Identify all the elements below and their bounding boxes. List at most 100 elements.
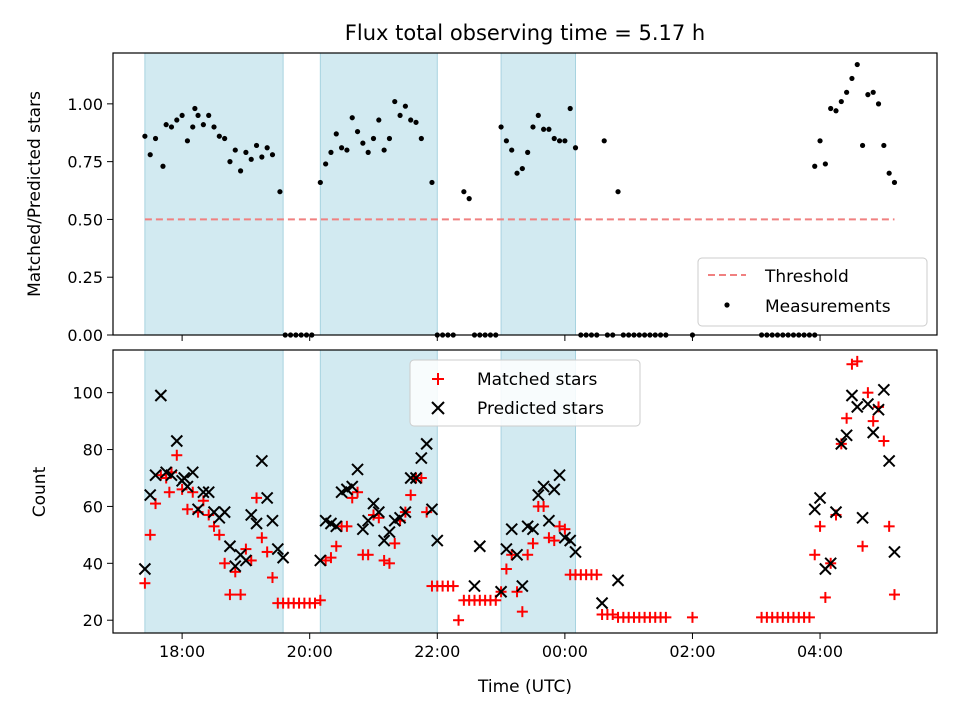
predicted-star-marker [351,463,364,476]
measurement-point [402,103,408,109]
top-y-axis-label: Matched/Predicted stars [25,91,45,297]
predicted-star-marker [808,503,821,516]
matched-star-marker [144,529,156,541]
matched-star-marker [266,572,278,584]
predicted-star-marker [383,525,396,539]
marker-stroke [856,511,869,525]
predicted-star-marker [276,551,290,564]
predicted-star-marker [266,514,279,527]
predicted-star-marker [563,534,577,547]
predicted-star-marker [516,579,529,593]
measurement-point [376,117,382,123]
matched-star-marker [522,549,534,561]
marker-stroke [186,466,199,479]
measurement-point [160,163,166,169]
predicted-star-marker [851,400,864,414]
predicted-star-marker [250,517,263,530]
predicted-star-marker [154,389,168,402]
measurement-point [243,149,249,155]
predicted-star-marker [170,434,184,448]
measurement-point [269,152,276,158]
predicted-star-marker [245,508,258,522]
bottom-y-tick-label: 80 [83,441,103,460]
predicted-star-marker [835,437,848,451]
matched-star-marker [548,535,560,547]
predicted-star-marker [888,545,901,559]
predicted-star-marker [611,574,625,587]
measurement-point [179,112,185,119]
matched-star-marker [538,500,550,512]
predicted-star-marker [223,540,237,553]
matched-star-marker [240,543,252,555]
legend-threshold-label: Threshold [764,267,849,287]
legend-predicted-label: Predicted stars [477,399,604,419]
matched-star-marker [867,415,879,427]
marker-stroke [399,505,412,519]
predicted-star-marker [824,557,837,570]
marker-stroke [542,514,556,527]
matched-star-markers [139,355,900,626]
measurement-point [317,179,323,186]
matched-star-marker [219,557,231,569]
measurement-point [615,189,621,195]
predicted-star-marker [165,468,178,482]
bottom-x-ticks: 18:00 20:00 22:00 00:00 02:00 04:00 [159,633,843,661]
top-axes-frame [112,52,938,336]
bottom-y-tick-label: 100 [72,384,103,403]
predicted-star-marker [882,454,896,468]
top-y-ticks: 0.00 0.25 0.50 0.75 1.00 [67,95,113,345]
predicted-star-marker [218,505,231,519]
top-y-tick-label: 1.00 [67,95,103,114]
marker-stroke [202,486,215,499]
marker-stroke [178,471,191,485]
marker-stroke [361,514,375,527]
predicted-star-marker [473,540,487,553]
marker-stroke [468,579,481,593]
measurement-point [498,124,504,130]
marker-stroke [351,463,364,476]
measurement-point [833,108,839,114]
measurement-point [206,112,212,119]
measurement-point [190,124,196,130]
measurement-point [408,117,414,123]
marker-stroke [494,585,508,598]
legend-predicted-swatch [431,401,445,415]
measurement-point [891,179,898,186]
predicted-star-marker [314,554,327,567]
measurement-point [370,135,377,142]
matched-star-marker [325,552,337,564]
count-panel: 20 40 60 80 100 18:00 20:00 22:00 00:00 02:00 04:… [30,349,938,697]
matched-star-marker [516,606,528,618]
marker-stroke [548,483,561,496]
measurement-point [881,142,887,149]
measurement-point [227,159,233,165]
marker-stroke [516,579,529,593]
matched-star-marker [857,540,869,552]
measurement-point [248,156,254,162]
matched-star-marker [862,387,874,399]
chart-title: Flux total observing time = 5.17 h [345,21,705,45]
measurement-point [551,135,557,142]
measurement-point [168,124,175,130]
measurement-point [392,98,398,105]
matched-star-marker [251,492,263,504]
matched-star-marker [841,412,853,424]
marker-stroke [595,596,609,610]
measurement-point [237,168,244,174]
marker-stroke [319,514,332,527]
matched-star-marker [171,449,183,461]
marker-stroke [266,514,279,527]
predicted-star-marker [526,522,540,536]
measurement-point [264,145,270,151]
measurement-point [195,112,201,119]
predicted-star-marker [372,505,386,519]
matched-star-marker [803,611,815,623]
marker-stroke [229,559,242,573]
predicted-star-marker [191,503,205,516]
legend-matched-label: Matched stars [477,370,597,390]
measurement-point [503,138,509,144]
marker-stroke [415,451,428,465]
marker-stroke [872,403,885,416]
matched-star-marker [373,512,385,524]
x-tick-label: 18:00 [159,642,205,661]
